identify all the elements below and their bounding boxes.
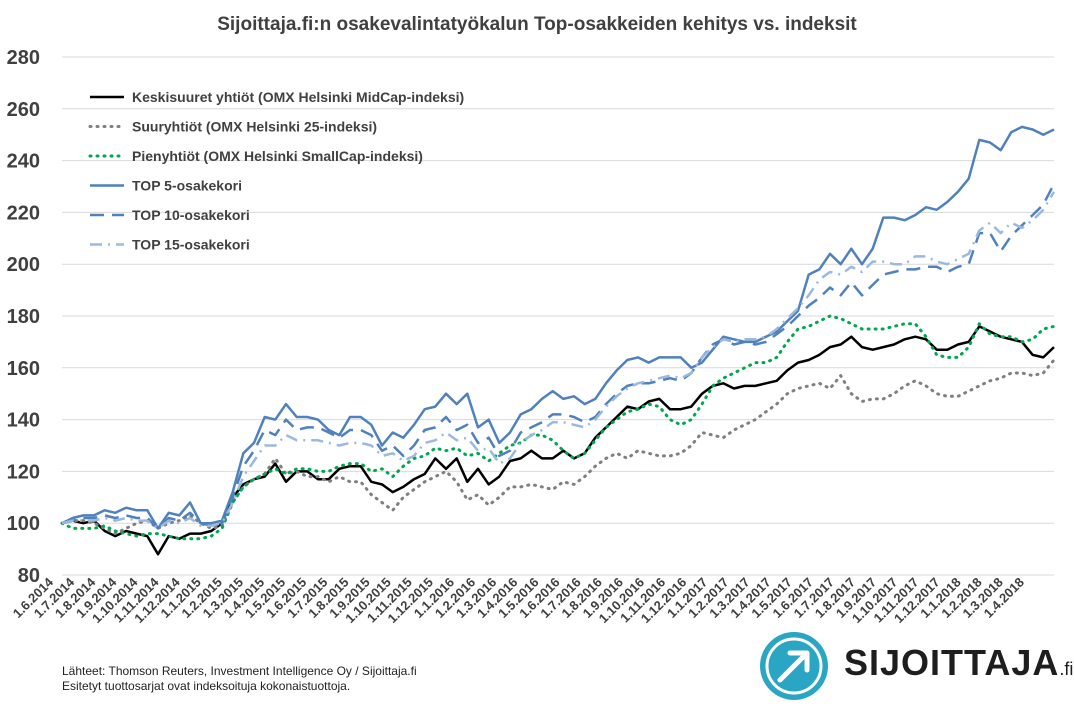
source-note: Lähteet: Thomson Reuters, Investment Int… bbox=[62, 664, 417, 694]
legend-label-4: TOP 5-osakekori bbox=[132, 178, 242, 194]
logo-wordmark: SIJOITTAJA.fi bbox=[844, 642, 1073, 684]
x-axis-ticks: 1.6.20141.7.20141.8.20141.9.20141.10.201… bbox=[10, 574, 1027, 626]
source-line-1: Lähteet: Thomson Reuters, Investment Int… bbox=[62, 664, 417, 678]
y-tick-label: 80 bbox=[18, 565, 40, 587]
sijoittaja-logo: SIJOITTAJA.fi bbox=[760, 632, 1073, 700]
series-line-6 bbox=[61, 191, 1056, 530]
logo-suffix: .fi bbox=[1059, 659, 1074, 679]
legend-label-5: TOP 10-osakekori bbox=[132, 207, 250, 223]
series-line-5 bbox=[61, 183, 1056, 530]
y-tick-label: 240 bbox=[7, 151, 40, 173]
legend-label-2: Suuryhtiöt (OMX Helsinki 25-indeksi) bbox=[132, 119, 377, 135]
y-tick-label: 200 bbox=[7, 254, 40, 276]
y-tick-label: 280 bbox=[7, 47, 40, 69]
series-lines bbox=[60, 125, 1056, 556]
y-tick-label: 180 bbox=[7, 306, 40, 328]
series-line-1 bbox=[61, 325, 1055, 556]
y-tick-label: 260 bbox=[7, 99, 40, 121]
legend-label-1: Keskisuuret yhtiöt (OMX Helsinki MidCap-… bbox=[132, 89, 464, 105]
gridlines bbox=[62, 56, 1054, 576]
source-line-2: Esitetyt tuottosarjat ovat indeksoituja … bbox=[62, 679, 351, 693]
logo-arrow-icon bbox=[760, 632, 828, 700]
series-line-4 bbox=[61, 125, 1055, 530]
series-line-2 bbox=[60, 358, 1056, 536]
legend-label-3: Pienyhtiöt (OMX Helsinki SmallCap-indeks… bbox=[132, 148, 423, 164]
series-line-3 bbox=[60, 314, 1056, 541]
legend-label-6: TOP 15-osakekori bbox=[132, 237, 250, 253]
y-tick-label: 120 bbox=[7, 461, 40, 483]
chart-title: Sijoittaja.fi:n osakevalintatyökalun Top… bbox=[217, 14, 857, 35]
y-axis-ticks: 80 100 120 140 160 180 200 220 240 260 280 bbox=[7, 47, 40, 587]
y-tick-label: 160 bbox=[7, 358, 40, 380]
y-tick-label: 140 bbox=[7, 410, 40, 432]
legend: Keskisuuret yhtiöt (OMX Helsinki MidCap-… bbox=[88, 89, 464, 253]
y-tick-label: 220 bbox=[7, 202, 40, 224]
y-tick-label: 100 bbox=[7, 513, 40, 535]
logo-name: SIJOITTAJA bbox=[844, 642, 1060, 683]
